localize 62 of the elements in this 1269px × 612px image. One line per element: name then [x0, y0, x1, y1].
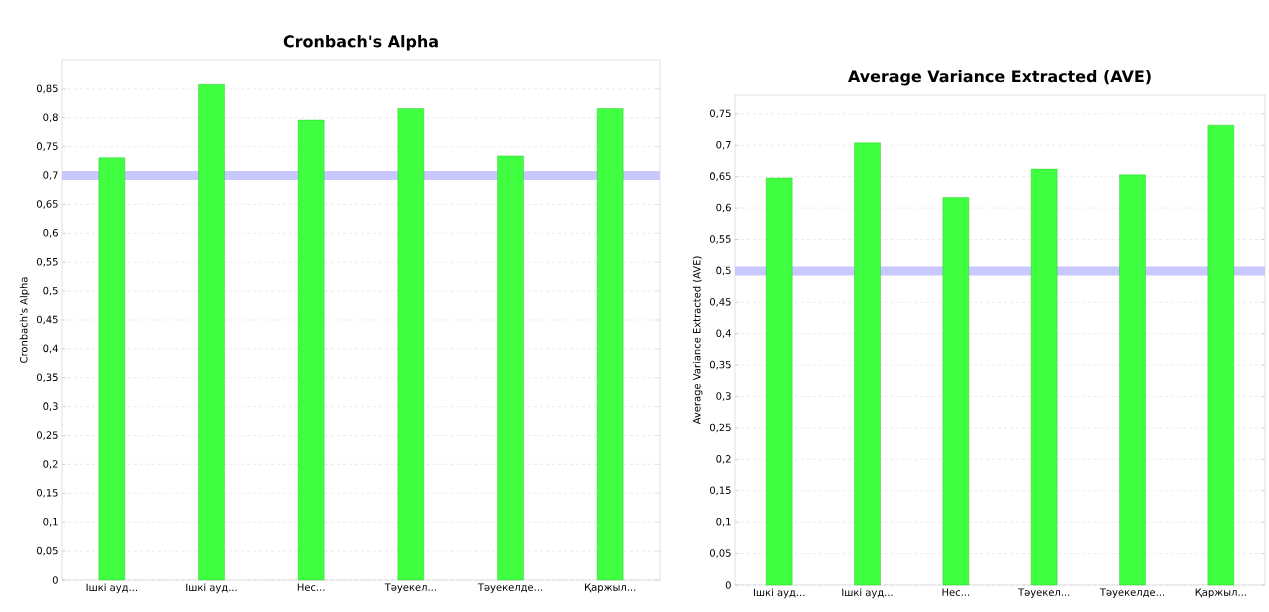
x-tick-label: Нес... [942, 588, 970, 596]
y-tick-label: 0,85 [36, 84, 58, 94]
y-tick-label: 0 [725, 581, 731, 589]
y-tick-label: 0,4 [716, 329, 731, 338]
y-tick-label: 0 [52, 576, 58, 584]
x-tick-label: Тәуекелде... [1099, 588, 1165, 598]
x-tick-label: Ішкі ауд... [86, 583, 137, 594]
y-tick-label: 0,55 [36, 257, 58, 267]
y-tick-label: 0,35 [36, 373, 58, 383]
y-tick-label: 0,3 [716, 392, 731, 401]
y-tick-label: 0,75 [709, 109, 731, 119]
y-axis-title: Average Variance Extracted (AVE) [692, 256, 703, 425]
bar [596, 108, 624, 581]
x-tick-label: Нес... [297, 583, 325, 591]
y-tick-label: 0,25 [36, 431, 58, 440]
y-tick-label: 0,6 [716, 203, 731, 213]
y-tick-label: 0,35 [709, 360, 731, 370]
bar [397, 108, 425, 581]
y-tick-label: 0,2 [716, 455, 731, 464]
bar [198, 84, 225, 581]
y-tick-label: 0,05 [36, 546, 58, 556]
bar [1207, 124, 1235, 586]
bar [765, 177, 793, 586]
y-tick-label: 0,6 [43, 229, 58, 238]
y-axis-title: Cronbach's Alpha [19, 277, 30, 363]
y-tick-label: 0,65 [36, 200, 58, 209]
y-tick-label: 0,45 [36, 315, 58, 325]
x-tick-label: Тәуекел... [1018, 588, 1070, 598]
bar [1119, 174, 1146, 586]
y-tick-label: 0,1 [43, 517, 58, 527]
y-tick-label: 0,2 [43, 460, 58, 469]
bar [497, 155, 524, 581]
x-tick-label: Ішкі ауд... [753, 588, 805, 599]
bar [854, 142, 881, 586]
y-tick-label: 0,8 [43, 113, 58, 123]
chart-title: Average Variance Extracted (AVE) [848, 69, 1151, 86]
y-tick-label: 0,4 [43, 344, 58, 354]
chart-title: Cronbach's Alpha [283, 35, 438, 51]
bar [942, 197, 970, 586]
y-tick-label: 0,45 [709, 298, 731, 307]
y-tick-label: 0,25 [709, 423, 731, 433]
y-tick-label: 0,15 [36, 489, 58, 498]
x-tick-label: Қаржыл... [1195, 588, 1246, 598]
bar [297, 119, 325, 581]
y-tick-label: 0,3 [43, 402, 58, 411]
y-tick-label: 0,5 [43, 286, 58, 296]
x-tick-label: Ішкі ауд... [186, 583, 237, 594]
y-tick-label: 0,55 [709, 235, 731, 244]
y-tick-label: 0,7 [716, 140, 731, 150]
bar [1030, 168, 1058, 586]
x-tick-label: Тәуекел... [384, 583, 436, 593]
x-tick-label: Қаржыл... [585, 583, 636, 593]
x-tick-label: Тәуекелде... [477, 583, 543, 593]
x-tick-label: Ішкі ауд... [842, 588, 893, 599]
y-tick-label: 0,65 [709, 172, 731, 181]
y-tick-label: 0,05 [709, 549, 731, 558]
y-tick-label: 0,1 [716, 517, 731, 527]
y-tick-label: 0,5 [716, 266, 731, 276]
y-tick-label: 0,75 [36, 142, 58, 151]
y-tick-label: 0,15 [709, 486, 731, 496]
y-tick-label: 0,7 [43, 171, 58, 180]
bar [98, 157, 126, 581]
